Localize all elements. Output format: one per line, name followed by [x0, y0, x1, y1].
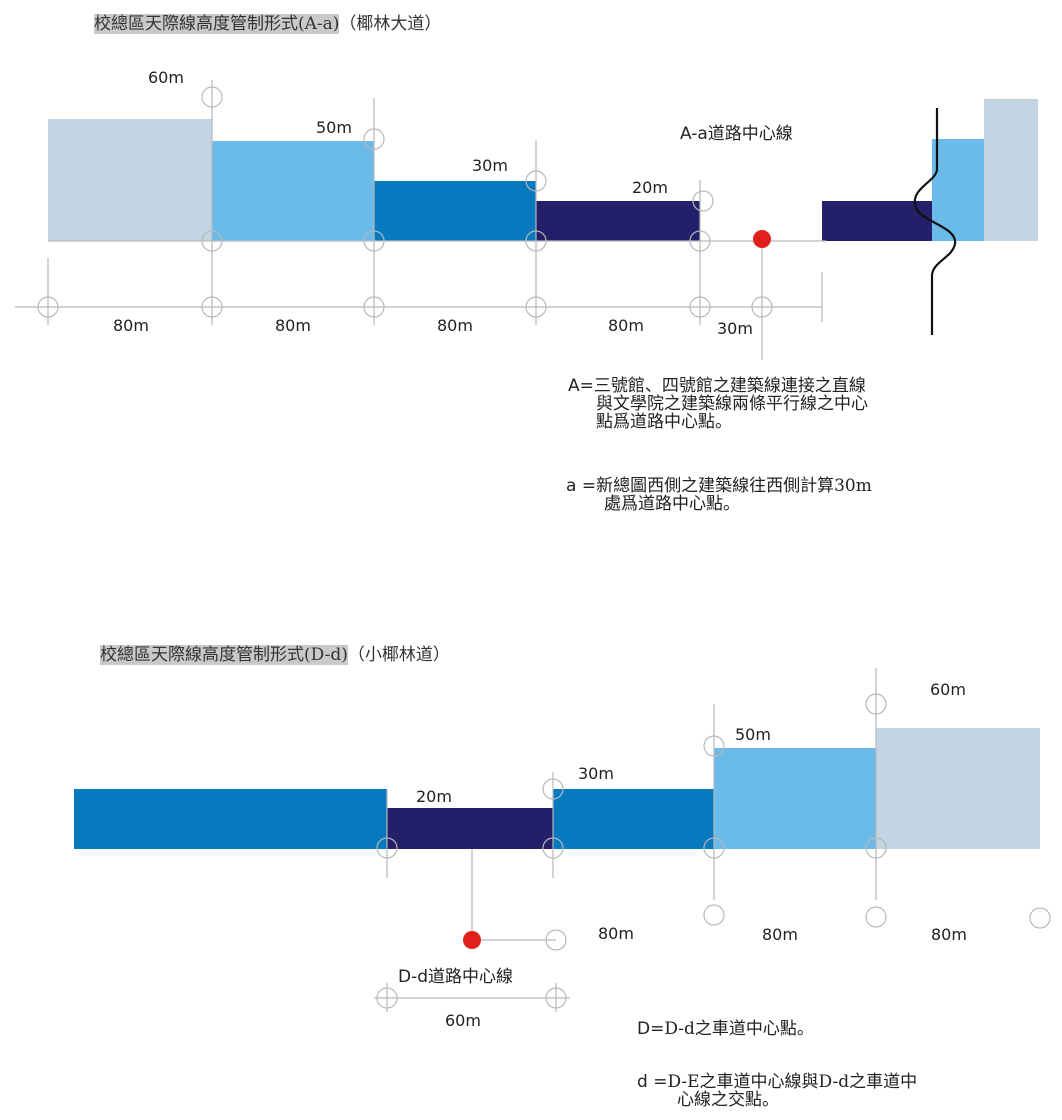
- note-D-text: D-d之車道中心點。: [664, 1019, 814, 1039]
- zone-a-30m: [374, 181, 536, 241]
- note-a-line-1: 新總圖西側之建築線往西側計算30m: [596, 476, 872, 496]
- note-A-line-3: 點爲道路中心點。: [596, 412, 732, 432]
- distance-label-d-1: 80m: [598, 924, 634, 943]
- zone-a-20m: [536, 201, 700, 241]
- zone-d-50m: [714, 748, 876, 849]
- note-A-line-1: 三號館、四號館之建築線連接之直線: [593, 376, 866, 396]
- height-label-a-50m: 50m: [316, 118, 352, 137]
- section-a-drawing: [15, 80, 1038, 360]
- section-d-subtitle: （小椰林道）: [347, 645, 450, 665]
- zone-a-east-20m: [822, 201, 932, 241]
- grid-circles-d: [376, 693, 1051, 1009]
- center-line-label-a: A-a道路中心線: [680, 124, 793, 144]
- distance-label-d-4: 60m: [445, 1011, 481, 1030]
- zone-d-60m: [876, 728, 1040, 849]
- section-d-drawing: [74, 668, 1051, 1012]
- note-D: D=D-d之車道中心點。: [637, 1020, 814, 1038]
- distance-label-a-1: 80m: [113, 316, 149, 335]
- height-label-d-30m: 30m: [578, 764, 614, 783]
- distance-label-d-2: 80m: [762, 925, 798, 944]
- height-label-a-30m: 30m: [472, 156, 508, 175]
- note-d-prefix: d =: [637, 1072, 668, 1092]
- zone-d-30m: [553, 789, 714, 849]
- note-D-prefix: D=: [637, 1019, 665, 1039]
- height-label-a-60m: 60m: [148, 68, 184, 87]
- distance-label-a-4: 80m: [608, 316, 644, 335]
- break-line-a: [913, 108, 957, 335]
- distance-label-a-3: 80m: [437, 316, 473, 335]
- section-a-subtitle: （椰林大道）: [339, 14, 442, 34]
- height-label-d-50m: 50m: [735, 725, 771, 744]
- center-point-a: [753, 230, 771, 248]
- center-line-label-d: D-d道路中心線: [398, 967, 514, 987]
- section-a-title-row: 校總區天際線高度管制形式(A-a)（椰林大道）: [94, 9, 441, 34]
- height-label-d-20m: 20m: [416, 787, 452, 806]
- grid-circles-a: [37, 86, 773, 318]
- section-d-title: 校總區天際線高度管制形式(D-d): [100, 645, 348, 665]
- note-d-line-1: D-E之車道中心線與D-d之車道中: [667, 1072, 918, 1092]
- zone-a-east-60m: [984, 99, 1038, 241]
- note-d-line-2: 心線之交點。: [677, 1090, 779, 1110]
- note-a-line-2: 處爲道路中心點。: [604, 494, 740, 514]
- zone-a-50m: [212, 141, 374, 241]
- note-A-prefix: A=: [568, 376, 594, 396]
- note-A-line-2: 與文學院之建築線兩條平行線之中心: [596, 394, 868, 414]
- zone-d-20m: [387, 808, 553, 849]
- zone-a-60m: [48, 119, 212, 241]
- zone-a-east-50m: [932, 139, 984, 241]
- section-d-title-row: 校總區天際線高度管制形式(D-d)（小椰林道）: [100, 640, 450, 665]
- note-d: d =D-E之車道中心線與D-d之車道中 心線之交點。: [637, 1073, 917, 1109]
- distance-label-a-5: 30m: [717, 319, 753, 338]
- note-a-prefix: a =: [566, 476, 597, 496]
- section-a-title: 校總區天際線高度管制形式(A-a): [94, 14, 340, 34]
- center-point-d: [463, 931, 481, 949]
- note-a: a =新總圖西側之建築線往西側計算30m 處爲道路中心點。: [566, 477, 872, 513]
- height-label-d-60m: 60m: [930, 680, 966, 699]
- distance-label-a-2: 80m: [275, 316, 311, 335]
- zone-d-30m-west: [74, 789, 387, 849]
- distance-label-d-3: 80m: [931, 925, 967, 944]
- note-A: A=三號館、四號館之建築線連接之直線 與文學院之建築線兩條平行線之中心 點爲道路…: [568, 377, 868, 431]
- height-label-a-20m: 20m: [632, 178, 668, 197]
- grid-verticals-a: [47, 80, 823, 360]
